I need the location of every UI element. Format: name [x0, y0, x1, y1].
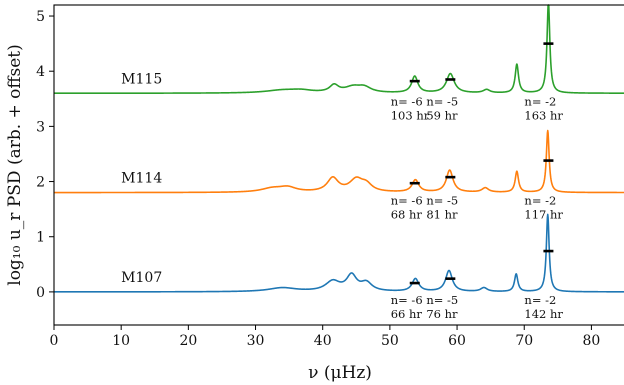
plot-frame: [53, 4, 624, 326]
series-labels: M115 M114 M107: [121, 71, 162, 286]
x-tick-label: 0: [50, 333, 59, 349]
x-tick-label: 80: [582, 333, 600, 349]
mode-order-label: n= -2: [524, 293, 556, 307]
y-tick-label: 3: [36, 119, 45, 135]
series-line-M114: [53, 129, 624, 194]
x-tick-label: 70: [515, 333, 533, 349]
lifetime-label: 142 hr: [524, 307, 563, 321]
x-tick-label: 50: [381, 333, 399, 349]
y-tick-label: 4: [36, 64, 45, 80]
lifetime-label: 59 hr: [426, 108, 458, 122]
x-tick-label: 10: [112, 333, 130, 349]
x-axis-ticks: 0 10 20 30 40 50 60 70 80: [50, 325, 600, 349]
mode-order-label: n= -5: [426, 293, 458, 307]
y-tick-label: 2: [36, 175, 45, 191]
mode-order-label: n= -2: [524, 194, 556, 208]
lifetime-label: 163 hr: [524, 108, 563, 122]
series-label: M114: [121, 171, 162, 187]
lifetime-label: 66 hr: [391, 307, 423, 321]
mode-order-label: n= -6: [391, 293, 423, 307]
lifetime-label: 103 hr: [391, 108, 430, 122]
y-axis-label: log₁₀ u_r PSD (arb. + offset): [5, 44, 25, 285]
lifetime-label: 117 hr: [524, 208, 563, 222]
y-tick-label: 0: [36, 285, 45, 301]
mode-order-label: n= -5: [426, 194, 458, 208]
series-label: M107: [121, 270, 162, 286]
series-label: M115: [121, 71, 162, 87]
lifetime-label: 68 hr: [391, 208, 423, 222]
y-tick-label: 1: [36, 230, 45, 246]
lifetime-label: 81 hr: [426, 208, 458, 222]
series-curves: [53, 4, 624, 293]
series-line-M115: [53, 4, 624, 95]
mode-order-label: n= -6: [391, 94, 423, 108]
mode-order-label: n= -2: [524, 94, 556, 108]
mode-order-label: n= -5: [426, 94, 458, 108]
x-tick-label: 30: [247, 333, 265, 349]
x-tick-label: 60: [448, 333, 466, 349]
x-tick-label: 20: [179, 333, 197, 349]
x-axis-label: ν (μHz): [308, 363, 372, 383]
lifetime-label: 76 hr: [426, 307, 458, 321]
y-axis-ticks: 0 1 2 3 4 5: [36, 9, 54, 301]
series-line-M107: [53, 213, 624, 293]
y-tick-label: 5: [36, 9, 45, 25]
x-tick-label: 40: [314, 333, 332, 349]
mode-order-label: n= -6: [391, 194, 423, 208]
